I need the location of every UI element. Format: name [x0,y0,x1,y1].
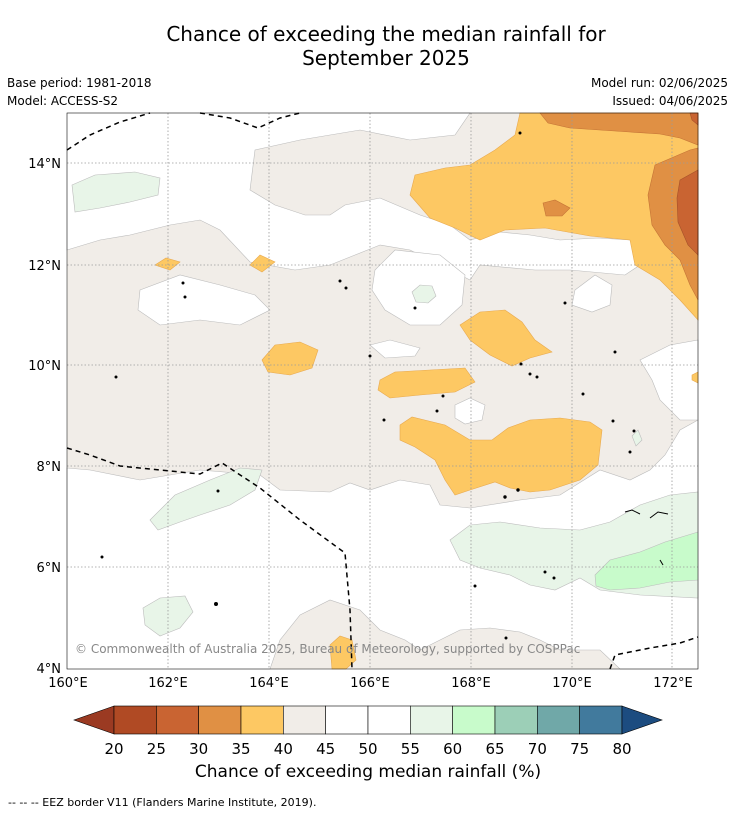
colorbar-segment [579,705,623,735]
colorbar-tick-label: 40 [274,740,293,758]
lon-label: 162°E [148,676,188,691]
colorbar-tick-label: 70 [528,740,547,758]
colorbar-high-extension [621,705,663,735]
colorbar-segment [156,705,199,735]
base-period: Base period: 1981-2018 [7,76,152,90]
meta-left: Base period: 1981-2018 Model: ACCESS-S2 [7,74,152,110]
colorbar-tick-label: 80 [612,740,631,758]
colorbar-segment [537,705,580,735]
colorbar-segment [113,705,157,735]
lon-labels: 160°E 162°E 164°E 166°E 168°E 170°E 172°… [48,676,693,691]
colorbar-segment [240,705,284,735]
map-area: © Commonwealth of Australia 2025, Bureau… [66,112,699,670]
chart-title: Chance of exceeding the median rainfall … [0,22,736,70]
colorbar-tick-label: 45 [316,740,335,758]
meta-right: Model run: 02/06/2025 Issued: 04/06/2025 [591,74,728,110]
colorbar-segment [283,705,326,735]
colorbar-tick-label: 75 [570,740,589,758]
colorbar-tick-label: 60 [443,740,462,758]
model-name: Model: ACCESS-S2 [7,94,119,108]
islands [100,131,669,640]
colorbar-segment [494,705,538,735]
colorbar-segment [410,705,453,735]
lat-label: 14°N [28,157,61,172]
eez-footnote: -- -- -- EEZ border V11 (Flanders Marine… [8,796,317,809]
lat-label: 4°N [37,662,62,677]
colorbar-tick-label: 25 [147,740,166,758]
colorbar-tick-label: 55 [401,740,420,758]
colorbar-tick-label: 65 [485,740,504,758]
colorbar-tick-label: 20 [104,740,123,758]
eez-borders [66,112,699,670]
colorbar-tick-label: 50 [358,740,377,758]
colorbar: 20 25 30 35 40 45 50 55 60 65 70 75 80 [73,705,663,758]
colorbar-segments [113,705,623,735]
colorbar-segment [325,705,369,735]
issued-date: Issued: 04/06/2025 [612,94,728,108]
colorbar-ticks: 20 25 30 35 40 45 50 55 60 65 70 75 80 [104,740,631,758]
rainfall-map: © Commonwealth of Australia 2025, Bureau… [28,112,699,691]
gridlines [67,113,698,669]
colorbar-segment [367,705,411,735]
lat-labels: 14°N 12°N 10°N 8°N 6°N 4°N [28,157,61,677]
lat-label: 10°N [28,359,61,374]
colorbar-segment [452,705,496,735]
lon-label: 164°E [249,676,289,691]
lat-label: 6°N [37,561,62,576]
lat-label: 12°N [28,259,61,274]
lon-label: 172°E [653,676,693,691]
model-run: Model run: 02/06/2025 [590,76,728,90]
copyright-notice: © Commonwealth of Australia 2025, Bureau… [75,642,580,656]
lat-label: 8°N [37,460,62,475]
lon-label: 166°E [350,676,390,691]
colorbar-segment [198,705,242,735]
lon-label: 170°E [552,676,592,691]
chart-title-line2: September 2025 [302,46,470,70]
yellow-regions [154,112,699,670]
colorbar-tick-label: 30 [189,740,208,758]
chart-title-line1: Chance of exceeding the median rainfall … [166,22,606,46]
colorbar-low-extension [73,705,115,735]
colorbar-tick-label: 35 [231,740,250,758]
lon-label: 160°E [48,676,88,691]
map-frame [66,112,699,670]
lon-label: 168°E [451,676,491,691]
colorbar-label: Chance of exceeding median rainfall (%) [194,762,542,782]
